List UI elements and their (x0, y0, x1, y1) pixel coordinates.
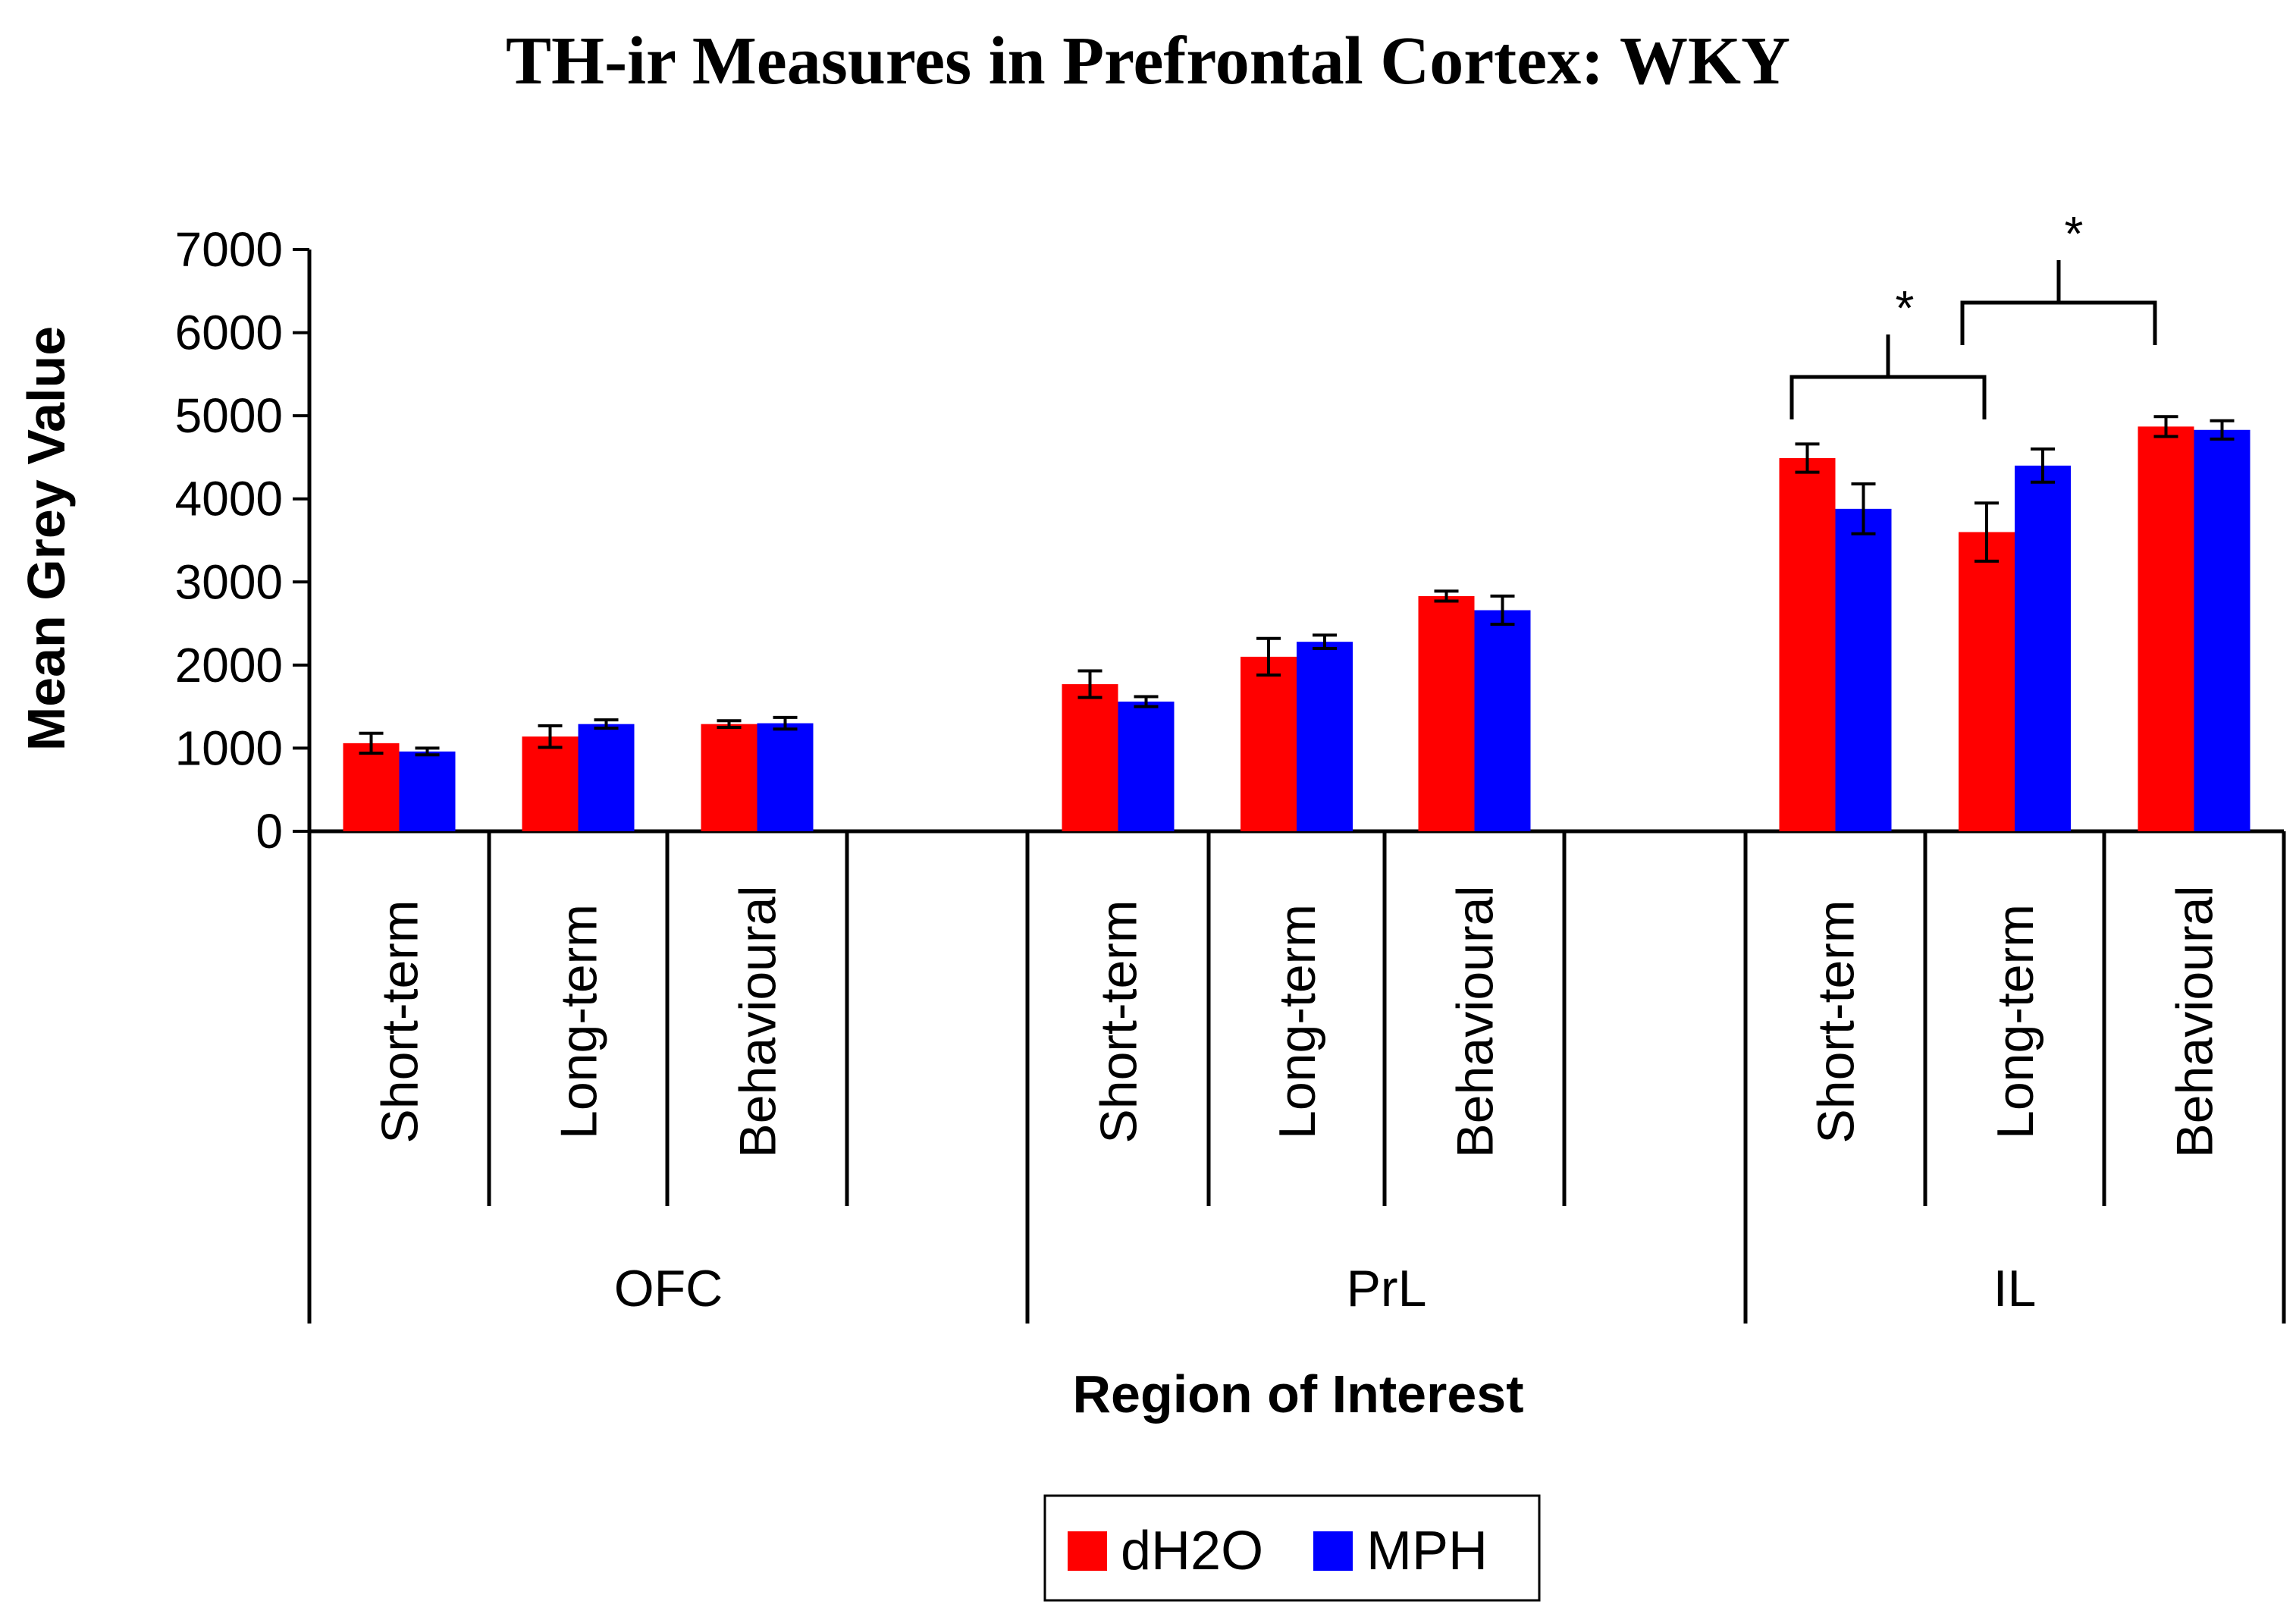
category-label: Long-term (1987, 904, 2044, 1139)
category-label: Behavioural (2166, 885, 2224, 1157)
y-tick-label: 4000 (175, 472, 283, 526)
bar-mph (2194, 429, 2251, 831)
legend-label-dh2o: dH2O (1121, 1521, 1263, 1581)
y-tick-label: 7000 (175, 222, 283, 277)
significance-bracket (1960, 260, 2157, 345)
group-label: PrL (1347, 1260, 1427, 1317)
category-label: Long-term (550, 904, 608, 1139)
bar-dh2o (1241, 656, 1297, 831)
group-label: IL (1993, 1260, 2037, 1317)
group-label: OFC (614, 1260, 723, 1317)
bar-mph (399, 751, 456, 831)
category-label: Short-term (1090, 900, 1148, 1143)
y-tick-label: 1000 (175, 721, 283, 775)
legend-label-mph: MPH (1366, 1521, 1488, 1581)
bar-mph (2015, 465, 2071, 831)
legend-swatch-dh2o (1068, 1531, 1107, 1571)
bar-mph (1835, 508, 1892, 831)
y-axis-title: Mean Grey Value (17, 326, 76, 751)
y-tick-label: 2000 (175, 638, 283, 692)
y-tick-label: 3000 (175, 554, 283, 609)
category-label: Short-term (1808, 900, 1865, 1143)
bar-mph (1474, 610, 1531, 831)
category-label: Behavioural (729, 885, 787, 1157)
bar-mph (757, 723, 814, 831)
bar-mph (1297, 642, 1353, 831)
bar-dh2o (522, 736, 579, 831)
y-tick-label: 6000 (175, 306, 283, 360)
bar-dh2o (1418, 595, 1475, 831)
category-label: Short-term (372, 900, 429, 1143)
significance-label: * (1896, 281, 1915, 335)
legend: dH2O MPH (1043, 1494, 1541, 1602)
x-axis-title: Region of Interest (1072, 1364, 1523, 1424)
bar-dh2o (1959, 532, 2015, 831)
y-tick-label: 5000 (175, 388, 283, 443)
bar-dh2o (343, 743, 400, 831)
bar-mph (578, 724, 635, 831)
plot-area: 0 1000 2000 3000 4000 5000 6000 7000 Short-term L… (175, 206, 2286, 1324)
category-label: Long-term (1269, 904, 1326, 1139)
bar-mph (1118, 702, 1175, 831)
bar-dh2o (2138, 426, 2194, 831)
category-label: Behavioural (1447, 885, 1504, 1157)
chart-title: TH-ir Measures in Prefrontal Cortex: WKY (506, 24, 1790, 99)
bar-dh2o (1062, 684, 1118, 831)
bar-dh2o (701, 724, 757, 831)
legend-swatch-mph (1313, 1531, 1353, 1571)
significance-bracket (1789, 334, 1987, 419)
significance-label: * (2065, 206, 2084, 261)
legend-box (1043, 1494, 1541, 1602)
y-tick-label: 0 (256, 804, 283, 859)
bar-dh2o (1779, 458, 1836, 831)
